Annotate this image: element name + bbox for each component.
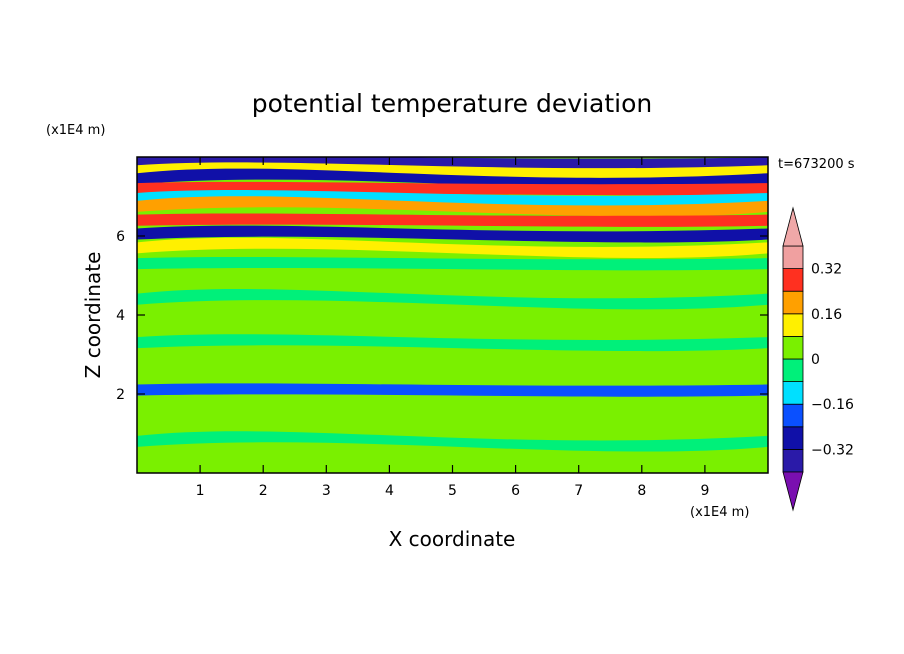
y-tick-label: 4 — [116, 308, 125, 324]
y-tick-label: 6 — [116, 229, 125, 245]
x-tick-label: 8 — [637, 483, 646, 499]
x-tick-label: 4 — [385, 483, 394, 499]
x-tick-label: 7 — [574, 483, 583, 499]
contour-band — [137, 213, 768, 227]
colorbar-segment — [782, 335, 804, 360]
contour-band — [137, 383, 768, 397]
contour-band — [137, 312, 768, 326]
contour-band — [137, 334, 768, 352]
x-axis: 1 2 3 4 5 6 7 8 9 — [196, 157, 709, 499]
y-tick-label: 2 — [116, 387, 125, 403]
contour-band — [137, 289, 768, 310]
contour-band — [137, 431, 768, 452]
colorbar: 0.32 0.16 0 −0.16 −0.32 — [782, 206, 854, 512]
contour-band — [137, 225, 768, 243]
colorbar-tick-label: −0.16 — [811, 397, 854, 413]
colorbar-segment — [782, 358, 804, 383]
x-tick-label: 5 — [448, 483, 457, 499]
colorbar-segment — [782, 313, 804, 337]
colorbar-segment — [782, 290, 804, 315]
time-label: t=673200 s — [778, 157, 855, 172]
contour-band — [137, 356, 768, 377]
colorbar-segment — [782, 426, 804, 450]
contour-field — [137, 157, 768, 473]
contour-band — [137, 196, 768, 217]
y-axis-label: Z coordinate — [81, 252, 105, 379]
colorbar-extend-bottom — [782, 471, 804, 512]
x-tick-label: 6 — [511, 483, 520, 499]
contour-band — [137, 405, 768, 423]
y-unit-label: (x1E4 m) — [46, 123, 105, 138]
colorbar-tick-label: 0.32 — [811, 262, 842, 278]
x-unit-label: (x1E4 m) — [690, 505, 749, 520]
contour-band — [137, 237, 768, 258]
colorbar-extend-top — [782, 206, 804, 247]
x-tick-label: 9 — [700, 483, 709, 499]
colorbar-tick-label: 0 — [811, 352, 820, 368]
colorbar-tick-label: −0.32 — [811, 442, 854, 458]
colorbar-segment — [782, 381, 804, 405]
x-tick-label: 1 — [196, 483, 205, 499]
y-axis: 2 4 6 — [116, 229, 768, 403]
x-tick-label: 2 — [259, 483, 268, 499]
contour-band — [137, 162, 768, 180]
contour-band — [137, 256, 768, 271]
contour-band — [137, 168, 768, 189]
x-axis-label: X coordinate — [389, 527, 516, 551]
colorbar-segment — [782, 403, 804, 428]
colorbar-segment — [782, 448, 804, 473]
colorbar-tick-label: 0.16 — [811, 307, 842, 323]
colorbar-segment — [782, 245, 804, 270]
colorbar-segment — [782, 268, 804, 292]
x-tick-label: 3 — [322, 483, 331, 499]
contour-band — [137, 190, 768, 207]
contour-band — [137, 271, 768, 288]
chart-title: potential temperature deviation — [252, 89, 652, 118]
